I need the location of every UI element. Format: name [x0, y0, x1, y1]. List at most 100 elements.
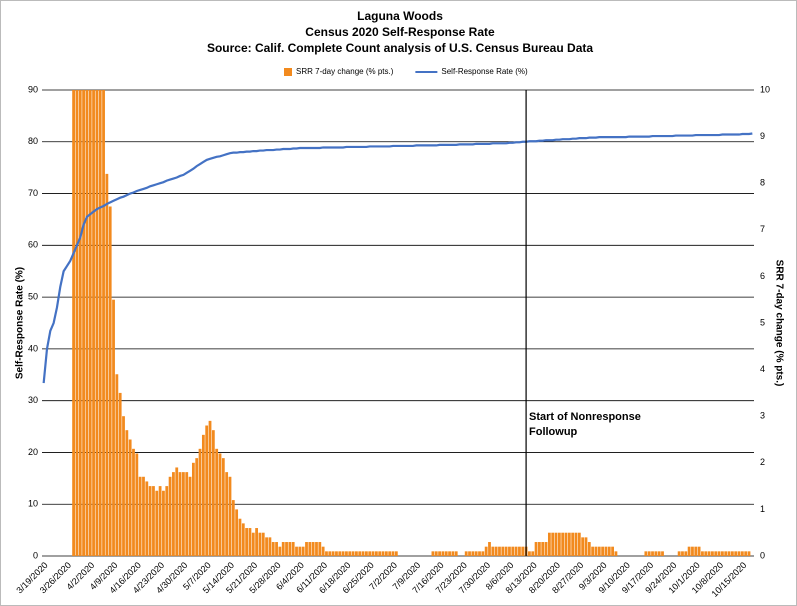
- bar: [448, 551, 451, 556]
- bar: [348, 551, 352, 556]
- annotation: Start of Nonresponse: [529, 411, 641, 423]
- bar: [145, 481, 149, 556]
- y2-tick-label: 10: [760, 84, 770, 94]
- bar: [261, 532, 265, 556]
- bar: [351, 551, 355, 556]
- y2-tick-label: 6: [760, 271, 765, 281]
- bar: [464, 551, 468, 556]
- bar: [591, 546, 595, 556]
- bar: [587, 542, 591, 556]
- y2-tick-label: 7: [760, 224, 765, 234]
- bar: [231, 500, 235, 556]
- bar: [245, 528, 249, 556]
- y-tick-label: 0: [33, 550, 38, 560]
- bar: [361, 551, 365, 556]
- bar: [597, 546, 601, 556]
- bar: [534, 542, 538, 556]
- bar: [394, 551, 398, 556]
- bar: [444, 551, 448, 556]
- bar: [128, 439, 132, 556]
- bar: [321, 546, 325, 556]
- bar: [468, 551, 471, 556]
- bar: [501, 546, 505, 556]
- plot-area: [42, 90, 753, 556]
- bar: [701, 551, 704, 556]
- bar: [544, 542, 548, 556]
- y-tick-label: 10: [28, 499, 38, 509]
- bar: [82, 90, 85, 556]
- bar: [388, 551, 392, 556]
- bar: [697, 546, 701, 556]
- bar: [538, 542, 541, 556]
- bar: [611, 546, 614, 556]
- bar: [218, 453, 222, 556]
- y-tick-label: 90: [28, 84, 38, 94]
- bar: [92, 90, 95, 556]
- bar: [720, 551, 724, 556]
- legend-label: Self-Response Rate (%): [441, 67, 528, 76]
- bar: [747, 551, 751, 556]
- y-tick-label: 80: [28, 136, 38, 146]
- bar: [255, 528, 258, 556]
- bar: [547, 532, 551, 556]
- bar: [298, 546, 302, 556]
- bar: [311, 542, 315, 556]
- bar: [491, 546, 495, 556]
- bar: [241, 523, 245, 556]
- bar: [301, 546, 305, 556]
- bar: [275, 542, 278, 556]
- bar: [454, 551, 458, 556]
- y-tick-label: 20: [28, 447, 38, 457]
- bar: [205, 425, 209, 556]
- bar: [102, 90, 105, 556]
- bar: [258, 532, 262, 556]
- bar: [75, 90, 79, 556]
- bar: [371, 551, 375, 556]
- bar: [78, 90, 82, 556]
- bar: [677, 551, 681, 556]
- y2-axis-label: SRR 7-day change (% pts.): [773, 260, 784, 387]
- bar: [647, 551, 651, 556]
- bar: [162, 490, 165, 556]
- bar: [577, 532, 581, 556]
- bar: [391, 551, 395, 556]
- bar: [138, 476, 142, 556]
- bar: [345, 551, 348, 556]
- bar: [188, 476, 192, 556]
- bar: [434, 551, 438, 556]
- bar: [158, 486, 162, 556]
- bar: [727, 551, 731, 556]
- bar: [378, 551, 382, 556]
- bar: [604, 546, 608, 556]
- bar: [654, 551, 658, 556]
- bar: [115, 374, 119, 556]
- bar: [142, 476, 145, 556]
- y2-tick-label: 0: [760, 550, 765, 560]
- y2-tick-label: 2: [760, 457, 765, 467]
- bar: [285, 542, 288, 556]
- bar: [581, 537, 585, 556]
- bar: [661, 551, 664, 556]
- bar: [211, 430, 215, 556]
- bar: [438, 551, 441, 556]
- bar: [494, 546, 498, 556]
- bar: [551, 532, 555, 556]
- bar: [571, 532, 575, 556]
- bar: [488, 542, 491, 556]
- bar: [215, 448, 219, 556]
- bar: [694, 546, 698, 556]
- bar: [541, 542, 545, 556]
- bar: [338, 551, 342, 556]
- bar: [734, 551, 738, 556]
- bar: [331, 551, 335, 556]
- y2-tick-label: 9: [760, 131, 765, 141]
- bar: [644, 551, 648, 556]
- bar: [165, 486, 169, 556]
- y-axis-label: Self-Response Rate (%): [15, 267, 26, 379]
- bar: [498, 546, 501, 556]
- bar: [251, 532, 255, 556]
- bar: [717, 551, 721, 556]
- line: [42, 132, 753, 384]
- bar: [248, 528, 252, 556]
- bar: [72, 90, 76, 556]
